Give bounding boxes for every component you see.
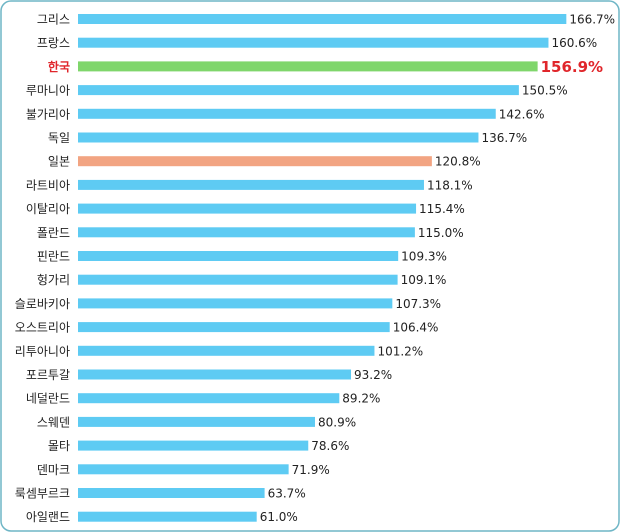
- bar: [78, 488, 265, 498]
- bar: [78, 179, 424, 190]
- bar: [78, 345, 375, 356]
- category-label: 핀란드: [37, 250, 70, 264]
- bar: [78, 322, 390, 333]
- category-label: 아일랜드: [26, 510, 70, 524]
- category-label: 헝가리: [37, 273, 70, 287]
- category-label: 독일: [48, 131, 70, 145]
- value-label: 118.1%: [427, 178, 473, 192]
- value-label: 115.4%: [419, 202, 465, 216]
- category-label: 한국: [48, 59, 70, 74]
- category-label: 루마니아: [26, 84, 70, 98]
- category-label: 프랑스: [37, 36, 70, 50]
- value-label: 109.3%: [401, 250, 447, 264]
- bar: [78, 393, 340, 404]
- category-label: 덴마크: [37, 463, 70, 477]
- value-label: 107.3%: [395, 297, 441, 311]
- bar: [78, 298, 393, 309]
- value-label: 120.8%: [435, 155, 481, 169]
- category-label: 폴란드: [37, 226, 70, 240]
- category-label: 일본: [48, 155, 70, 169]
- bar: [78, 156, 432, 167]
- bar: [78, 464, 289, 475]
- value-label: 166.7%: [569, 13, 615, 27]
- value-label: 156.9%: [541, 58, 603, 76]
- value-label: 63.7%: [268, 487, 306, 501]
- category-label: 그리스: [37, 13, 70, 27]
- value-label: 150.5%: [522, 84, 568, 98]
- category-label: 이탈리아: [26, 202, 70, 216]
- value-label: 89.2%: [342, 392, 380, 406]
- bar: [78, 14, 567, 24]
- bar: [78, 85, 519, 96]
- bar: [78, 108, 496, 119]
- bar: [78, 227, 415, 238]
- value-label: 61.0%: [260, 510, 298, 524]
- value-label: 101.2%: [377, 344, 423, 358]
- bar: [78, 440, 309, 451]
- bar: [78, 416, 315, 427]
- category-label: 룩셈부르크: [15, 487, 70, 501]
- category-label: 불가리아: [26, 107, 70, 121]
- category-label: 슬로바키아: [15, 297, 70, 311]
- value-label: 80.9%: [318, 415, 356, 429]
- bar: [78, 37, 549, 48]
- value-label: 136.7%: [481, 131, 527, 145]
- bar: [78, 369, 352, 380]
- category-label: 리투아니아: [15, 344, 70, 358]
- bar: [78, 132, 479, 143]
- value-label: 109.1%: [401, 273, 447, 287]
- value-label: 106.4%: [393, 321, 439, 335]
- category-label: 네덜란드: [26, 392, 70, 406]
- bar: [78, 203, 417, 214]
- category-label: 몰타: [48, 439, 70, 453]
- bar: [78, 274, 398, 285]
- category-label: 스웨덴: [37, 415, 70, 429]
- value-label: 78.6%: [311, 439, 349, 453]
- value-label: 93.2%: [354, 368, 392, 382]
- bar: [78, 61, 538, 72]
- value-label: 71.9%: [292, 463, 330, 477]
- bar: [78, 511, 257, 522]
- value-label: 160.6%: [551, 36, 597, 50]
- category-label: 라트비아: [26, 178, 70, 192]
- value-label: 142.6%: [499, 107, 545, 121]
- category-label: 포르투갈: [26, 368, 70, 382]
- category-label: 오스트리아: [15, 321, 70, 335]
- bar: [78, 251, 399, 261]
- value-label: 115.0%: [418, 226, 464, 240]
